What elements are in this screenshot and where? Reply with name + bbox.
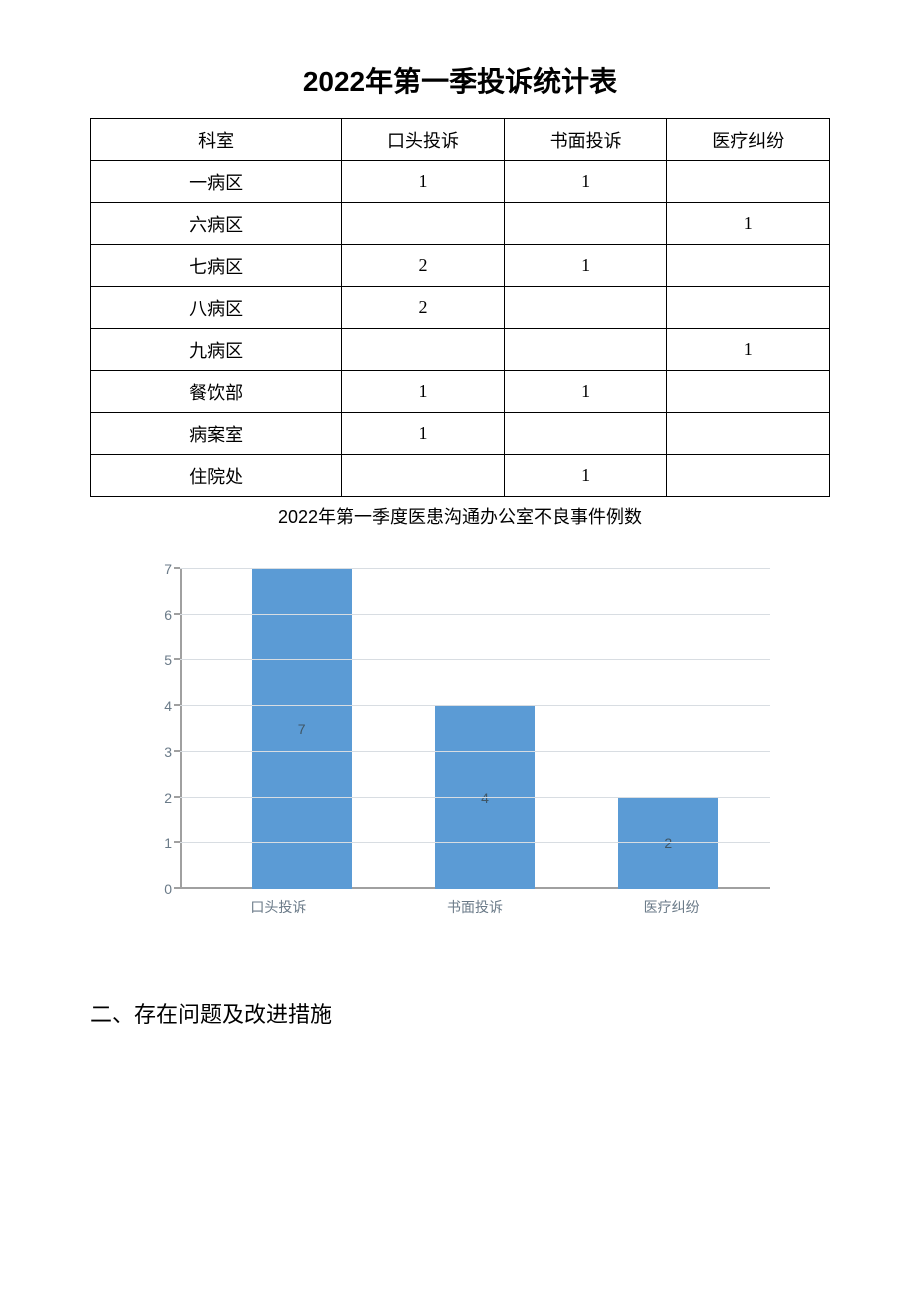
table-cell bbox=[667, 371, 830, 413]
table-header-cell: 口头投诉 bbox=[342, 119, 505, 161]
gridline bbox=[180, 797, 770, 798]
table-cell: 病案室 bbox=[91, 413, 342, 455]
y-tick-label: 3 bbox=[164, 744, 180, 760]
table-cell: 1 bbox=[342, 413, 505, 455]
gridline bbox=[180, 614, 770, 615]
table-cell: 住院处 bbox=[91, 455, 342, 497]
table-cell: 餐饮部 bbox=[91, 371, 342, 413]
bar-chart: 742 01234567 口头投诉书面投诉医疗纠纷 bbox=[150, 569, 770, 917]
y-tick-mark bbox=[174, 887, 180, 889]
table-cell: 六病区 bbox=[91, 203, 342, 245]
table-header-cell: 书面投诉 bbox=[504, 119, 667, 161]
bar-slot: 7 bbox=[210, 569, 393, 889]
x-axis-label: 书面投诉 bbox=[377, 897, 574, 917]
table-row: 八病区2 bbox=[91, 287, 830, 329]
section-heading: 二、存在问题及改进措施 bbox=[90, 997, 830, 1029]
table-cell bbox=[504, 329, 667, 371]
bar: 7 bbox=[252, 569, 352, 889]
y-tick-label: 0 bbox=[164, 881, 180, 897]
chart-subtitle: 2022年第一季度医患沟通办公室不良事件例数 bbox=[90, 503, 830, 529]
table-row: 一病区11 bbox=[91, 161, 830, 203]
y-tick-label: 1 bbox=[164, 835, 180, 851]
y-tick-label: 7 bbox=[164, 561, 180, 577]
table-cell bbox=[667, 455, 830, 497]
table-row: 病案室1 bbox=[91, 413, 830, 455]
gridline bbox=[180, 659, 770, 660]
table-cell: 2 bbox=[342, 287, 505, 329]
table-row: 七病区21 bbox=[91, 245, 830, 287]
page-title: 2022年第一季投诉统计表 bbox=[90, 60, 830, 100]
table-cell: 1 bbox=[504, 455, 667, 497]
table-cell bbox=[667, 161, 830, 203]
table-cell bbox=[667, 245, 830, 287]
table-cell bbox=[667, 413, 830, 455]
x-axis-label: 口头投诉 bbox=[180, 897, 377, 917]
table-cell: 1 bbox=[667, 329, 830, 371]
bar: 4 bbox=[435, 706, 535, 889]
table-cell: 2 bbox=[342, 245, 505, 287]
table-cell bbox=[504, 287, 667, 329]
table-cell bbox=[342, 329, 505, 371]
table-cell: 1 bbox=[342, 161, 505, 203]
table-cell: 1 bbox=[667, 203, 830, 245]
gridline bbox=[180, 705, 770, 706]
table-row: 住院处 1 bbox=[91, 455, 830, 497]
table-row: 九病区 1 bbox=[91, 329, 830, 371]
table-cell bbox=[342, 203, 505, 245]
table-cell: 1 bbox=[504, 161, 667, 203]
y-tick-label: 4 bbox=[164, 698, 180, 714]
table-cell: 1 bbox=[342, 371, 505, 413]
table-header-row: 科室 口头投诉 书面投诉 医疗纠纷 bbox=[91, 119, 830, 161]
table-cell bbox=[342, 455, 505, 497]
y-axis-line bbox=[180, 569, 182, 889]
bar-slot: 2 bbox=[577, 569, 760, 889]
table-cell: 一病区 bbox=[91, 161, 342, 203]
table-row: 餐饮部11 bbox=[91, 371, 830, 413]
table-header-cell: 科室 bbox=[91, 119, 342, 161]
y-tick-label: 5 bbox=[164, 652, 180, 668]
table-cell: 1 bbox=[504, 245, 667, 287]
table-cell: 七病区 bbox=[91, 245, 342, 287]
table-cell: 九病区 bbox=[91, 329, 342, 371]
table-header-cell: 医疗纠纷 bbox=[667, 119, 830, 161]
table-cell bbox=[667, 287, 830, 329]
gridline bbox=[180, 751, 770, 752]
table-row: 六病区 1 bbox=[91, 203, 830, 245]
y-tick-label: 6 bbox=[164, 607, 180, 623]
x-axis-label: 医疗纠纷 bbox=[573, 897, 770, 917]
complaint-table: 科室 口头投诉 书面投诉 医疗纠纷 一病区11六病区1七病区21八病区2九病区1… bbox=[90, 118, 830, 497]
table-cell: 八病区 bbox=[91, 287, 342, 329]
gridline bbox=[180, 568, 770, 569]
gridline bbox=[180, 842, 770, 843]
table-cell bbox=[504, 203, 667, 245]
y-tick-label: 2 bbox=[164, 790, 180, 806]
bar-slot: 4 bbox=[393, 569, 576, 889]
table-cell: 1 bbox=[504, 371, 667, 413]
table-cell bbox=[504, 413, 667, 455]
